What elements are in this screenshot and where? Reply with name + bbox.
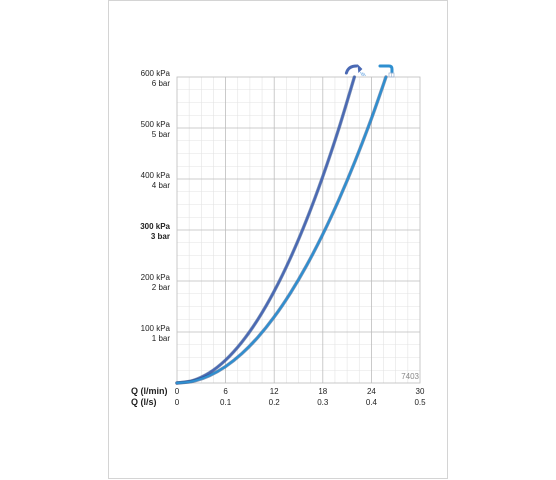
y-tick-label-bar: 3 bar (151, 232, 170, 241)
major-grid (177, 77, 420, 383)
x-tick-label-ls: 0.3 (317, 398, 329, 407)
x-tick-label-lmin: 12 (270, 387, 279, 396)
y-tick-label-bar: 4 bar (152, 181, 171, 190)
x-tick-label-ls: 0.5 (414, 398, 426, 407)
x-tick-label-lmin: 0 (175, 387, 180, 396)
x-tick-label-ls: 0.1 (220, 398, 232, 407)
x-tick-label-lmin: 18 (318, 387, 327, 396)
reference-number: 7403 (401, 372, 419, 381)
y-tick-label-bar: 5 bar (152, 130, 171, 139)
y-tick-label-kpa: 400 kPa (141, 171, 171, 180)
x-tick-label-lmin: 30 (416, 387, 425, 396)
x-axis-label-lmin: Q (l/min) (131, 386, 168, 396)
plot-frame (176, 76, 421, 384)
y-tick-label-kpa: 200 kPa (141, 273, 171, 282)
series-lines (175, 75, 388, 385)
y-tick-label-kpa: 600 kPa (141, 69, 171, 78)
series-line-1 (175, 75, 356, 385)
x-tick-label-ls: 0.2 (269, 398, 281, 407)
series-line-2 (175, 75, 388, 385)
bath-spout-icon (378, 64, 395, 78)
x-tick-label-ls: 0 (175, 398, 180, 407)
series-icons (344, 64, 395, 78)
y-tick-label-bar: 2 bar (152, 283, 171, 292)
x-axis-label-ls: Q (l/s) (131, 397, 157, 407)
y-tick-label-kpa: 500 kPa (141, 120, 171, 129)
y-tick-label-bar: 6 bar (152, 79, 171, 88)
y-tick-label-bar: 1 bar (152, 334, 171, 343)
x-axis-tick-labels: 0 0 6 0.1 12 0.2 18 0.3 24 0.4 30 0.5 (175, 387, 426, 407)
y-tick-label-kpa: 100 kPa (141, 324, 171, 333)
x-tick-label-lmin: 6 (223, 387, 228, 396)
y-tick-label-kpa: 300 kPa (140, 222, 170, 231)
shower-head-icon (344, 64, 366, 77)
x-tick-label-ls: 0.4 (366, 398, 378, 407)
chart-page: 100 kPa 1 bar 200 kPa 2 bar 300 kPa 3 bar 400 … (108, 0, 448, 479)
x-tick-label-lmin: 24 (367, 387, 376, 396)
